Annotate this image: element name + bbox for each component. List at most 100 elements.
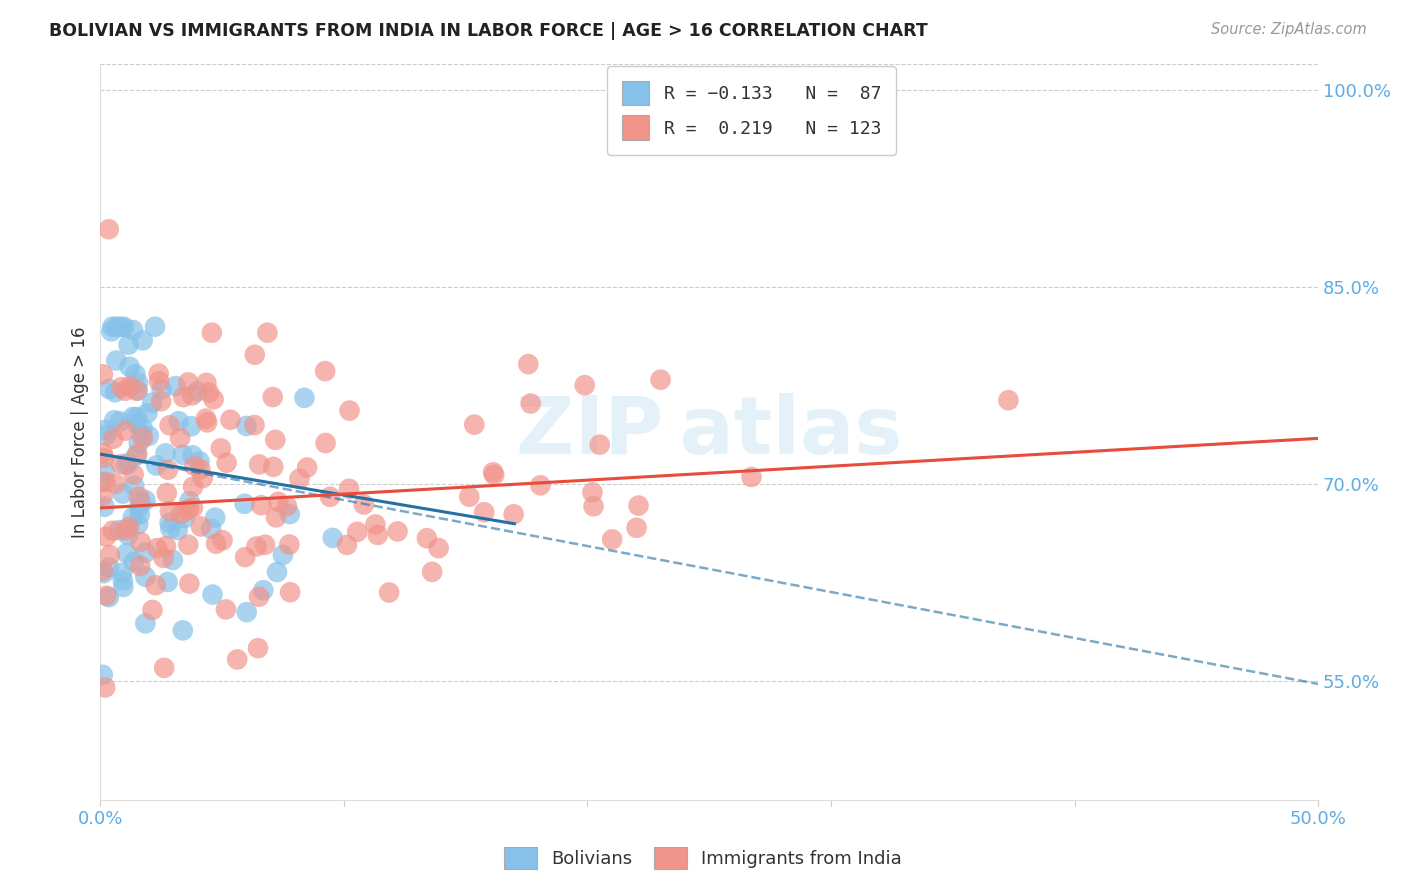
Point <box>156 463 179 477</box>
Point <box>122 555 145 569</box>
Point <box>122 479 145 493</box>
Point <box>482 467 505 482</box>
Point <box>127 517 149 532</box>
Legend: Bolivians, Immigrants from India: Bolivians, Immigrants from India <box>495 838 911 879</box>
Point <box>94 475 117 489</box>
Point <box>211 533 233 548</box>
Point <box>170 507 193 521</box>
Point <box>322 531 344 545</box>
Point <box>150 394 173 409</box>
Point <box>125 384 148 398</box>
Point <box>339 403 361 417</box>
Point <box>186 384 208 399</box>
Point <box>173 511 195 525</box>
Point <box>118 359 141 374</box>
Point <box>115 458 138 472</box>
Point <box>314 364 336 378</box>
Point <box>177 376 200 390</box>
Point <box>145 458 167 473</box>
Point <box>264 510 287 524</box>
Point <box>127 384 149 398</box>
Point <box>529 478 551 492</box>
Point <box>195 416 218 430</box>
Point <box>110 380 132 394</box>
Point <box>152 550 174 565</box>
Point <box>278 507 301 521</box>
Point <box>202 392 225 407</box>
Point <box>247 458 270 472</box>
Point <box>233 550 256 565</box>
Point <box>336 538 359 552</box>
Point <box>581 485 603 500</box>
Point <box>205 537 228 551</box>
Point <box>128 436 150 450</box>
Point <box>997 393 1019 408</box>
Point <box>589 437 612 451</box>
Point <box>180 419 202 434</box>
Point <box>100 324 122 338</box>
Point <box>141 396 163 410</box>
Text: Source: ZipAtlas.com: Source: ZipAtlas.com <box>1211 22 1367 37</box>
Point <box>124 367 146 381</box>
Text: BOLIVIAN VS IMMIGRANTS FROM INDIA IN LABOR FORCE | AGE > 16 CORRELATION CHART: BOLIVIAN VS IMMIGRANTS FROM INDIA IN LAB… <box>49 22 928 40</box>
Legend: R = −0.133   N =  87, R =  0.219   N = 123: R = −0.133 N = 87, R = 0.219 N = 123 <box>607 66 896 154</box>
Point <box>145 578 167 592</box>
Point <box>110 319 132 334</box>
Point <box>143 319 166 334</box>
Point <box>93 566 115 581</box>
Point <box>243 348 266 362</box>
Point <box>110 457 132 471</box>
Point <box>112 580 135 594</box>
Point <box>167 414 190 428</box>
Point <box>118 456 141 470</box>
Point <box>93 500 115 514</box>
Point <box>120 379 142 393</box>
Point <box>367 528 389 542</box>
Point <box>132 431 155 445</box>
Point <box>172 390 194 404</box>
Point <box>94 681 117 695</box>
Point <box>112 320 135 334</box>
Point <box>136 406 159 420</box>
Point <box>195 376 218 390</box>
Point <box>181 480 204 494</box>
Point <box>353 498 375 512</box>
Point <box>420 565 443 579</box>
Point <box>204 510 226 524</box>
Point <box>201 588 224 602</box>
Point <box>201 326 224 340</box>
Point <box>122 323 145 337</box>
Point <box>104 385 127 400</box>
Y-axis label: In Labor Force | Age > 16: In Labor Force | Age > 16 <box>72 326 89 538</box>
Point <box>127 447 149 461</box>
Point <box>250 498 273 512</box>
Point <box>129 535 152 549</box>
Point <box>91 475 114 489</box>
Point <box>98 382 121 396</box>
Point <box>111 566 134 580</box>
Point <box>378 585 401 599</box>
Point <box>256 326 278 340</box>
Point <box>117 337 139 351</box>
Point <box>91 564 114 578</box>
Point <box>247 641 270 656</box>
Point <box>194 411 217 425</box>
Point <box>131 427 153 442</box>
Point <box>482 466 505 480</box>
Point <box>198 385 221 400</box>
Point <box>364 517 387 532</box>
Point <box>111 486 134 500</box>
Point <box>153 661 176 675</box>
Point <box>315 436 337 450</box>
Point <box>600 533 623 547</box>
Point <box>264 433 287 447</box>
Point <box>114 524 136 538</box>
Point <box>94 530 117 544</box>
Point <box>463 417 485 432</box>
Point <box>181 388 204 402</box>
Point <box>181 500 204 515</box>
Point <box>519 396 541 410</box>
Point <box>172 624 194 638</box>
Point <box>103 432 125 446</box>
Point <box>215 602 238 616</box>
